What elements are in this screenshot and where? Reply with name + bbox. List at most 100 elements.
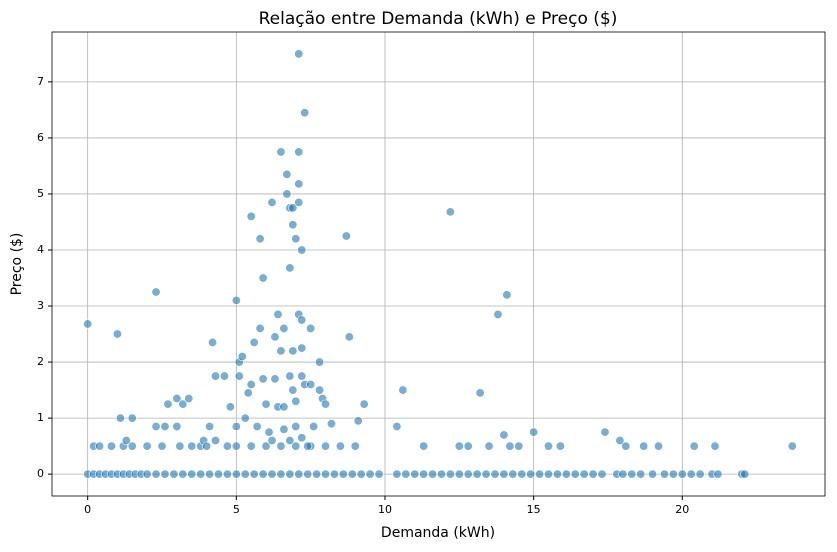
y-tick-label: 1	[37, 411, 44, 424]
point	[636, 469, 646, 479]
point	[243, 388, 253, 398]
point	[288, 203, 298, 213]
point	[312, 469, 322, 479]
point	[294, 49, 304, 59]
point	[517, 469, 527, 479]
point	[178, 399, 188, 409]
point	[490, 469, 500, 479]
point	[258, 374, 268, 384]
point	[552, 469, 562, 479]
point	[508, 469, 518, 479]
point	[588, 469, 598, 479]
point	[309, 422, 319, 432]
x-tick-label: 20	[675, 503, 689, 516]
point	[294, 469, 304, 479]
point	[127, 413, 137, 423]
point	[344, 332, 354, 342]
point	[338, 469, 348, 479]
point	[208, 337, 218, 347]
point	[276, 147, 286, 157]
point	[297, 343, 307, 353]
point	[710, 441, 720, 451]
point	[294, 147, 304, 157]
point	[484, 441, 494, 451]
point	[279, 402, 289, 412]
point	[288, 220, 298, 230]
point	[579, 469, 589, 479]
point	[689, 441, 699, 451]
point	[668, 469, 678, 479]
point	[787, 441, 797, 451]
point	[454, 441, 464, 451]
point	[187, 441, 197, 451]
x-tick-label: 0	[84, 503, 91, 516]
point	[142, 441, 152, 451]
point	[639, 441, 649, 451]
point	[285, 469, 295, 479]
x-tick-label: 15	[527, 503, 541, 516]
point	[231, 422, 241, 432]
point	[570, 469, 580, 479]
point	[463, 469, 473, 479]
point	[231, 469, 241, 479]
point	[365, 469, 375, 479]
point	[627, 469, 637, 479]
point	[261, 399, 271, 409]
point	[615, 436, 625, 446]
y-axis-label: Preço ($)	[9, 233, 25, 296]
point	[211, 371, 221, 381]
point	[445, 207, 455, 217]
point	[184, 393, 194, 403]
point	[252, 422, 262, 432]
point	[677, 469, 687, 479]
point	[291, 441, 301, 451]
point	[526, 469, 536, 479]
y-tick-label: 5	[37, 187, 44, 200]
point	[659, 469, 669, 479]
point	[163, 399, 173, 409]
point	[297, 433, 307, 443]
point	[211, 436, 221, 446]
point	[493, 309, 503, 319]
point	[472, 469, 482, 479]
point	[255, 234, 265, 244]
point	[282, 189, 292, 199]
point	[175, 441, 185, 451]
point	[306, 323, 316, 333]
point	[285, 436, 295, 446]
point	[436, 469, 446, 479]
point	[246, 441, 256, 451]
point	[544, 441, 554, 451]
point	[270, 374, 280, 384]
point	[270, 332, 280, 342]
point	[502, 290, 512, 300]
point	[544, 469, 554, 479]
point	[505, 441, 515, 451]
point	[326, 419, 336, 429]
point	[686, 469, 696, 479]
point	[294, 179, 304, 189]
point	[151, 422, 161, 432]
point	[231, 295, 241, 305]
point	[297, 245, 307, 255]
point	[597, 469, 607, 479]
point	[454, 469, 464, 479]
point	[410, 469, 420, 479]
point	[288, 346, 298, 356]
point	[445, 469, 455, 479]
point	[401, 469, 411, 479]
point	[249, 337, 259, 347]
chart-title: Relação entre Demanda (kWh) e Preço ($)	[259, 9, 618, 29]
point	[264, 427, 274, 437]
y-tick-label: 0	[37, 467, 44, 480]
point	[205, 469, 215, 479]
point	[172, 422, 182, 432]
point	[285, 263, 295, 273]
point	[112, 329, 122, 339]
point	[321, 399, 331, 409]
point	[258, 273, 268, 283]
point	[475, 388, 485, 398]
point	[481, 469, 491, 479]
point	[288, 385, 298, 395]
y-tick-label: 6	[37, 131, 44, 144]
